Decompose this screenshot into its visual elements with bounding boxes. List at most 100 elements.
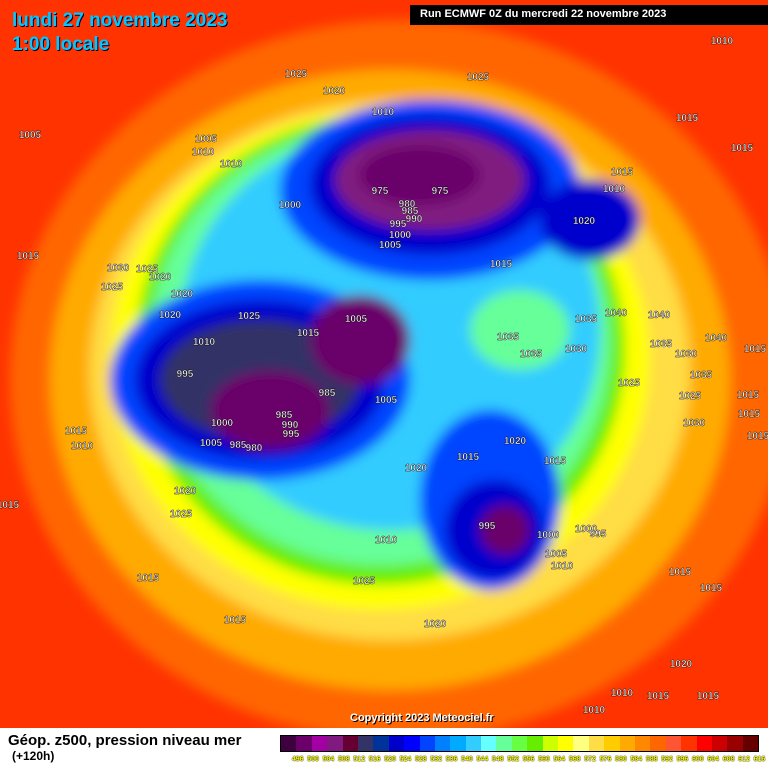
legend-swatch bbox=[388, 736, 405, 751]
isobar-label: 1015 bbox=[297, 328, 320, 339]
isobar-label: 1025 bbox=[618, 378, 641, 389]
isobar-label: 1015 bbox=[697, 691, 720, 702]
legend-swatch bbox=[465, 736, 482, 751]
legend-label: 528 bbox=[414, 756, 427, 763]
isobar-label: 1015 bbox=[65, 426, 88, 437]
isobar-label: 1005 bbox=[19, 130, 42, 141]
isobar-label: 1025 bbox=[238, 311, 261, 322]
isobar-label: 995 bbox=[479, 521, 496, 532]
isobar-label: 1030 bbox=[565, 344, 588, 355]
isobar-label: 1020 bbox=[670, 659, 693, 670]
isobar-label: 1015 bbox=[224, 615, 247, 626]
isobar-label: 1010 bbox=[583, 705, 606, 716]
legend-label: 536 bbox=[445, 756, 458, 763]
legend-swatch bbox=[327, 736, 343, 751]
legend-label: 572 bbox=[584, 756, 596, 763]
isobar-label: 990 bbox=[406, 214, 423, 225]
isobar-label: 1015 bbox=[676, 113, 699, 124]
isobar-label: 1040 bbox=[648, 310, 671, 321]
isobar-label: 1005 bbox=[345, 314, 368, 325]
isobar-label: 1015 bbox=[747, 431, 768, 442]
run-info: Run ECMWF 0Z du mercredi 22 novembre 202… bbox=[410, 5, 768, 25]
isobar-label: 1010 bbox=[551, 561, 574, 572]
isobar-label: 1015 bbox=[611, 167, 634, 178]
isobar-label: 1035 bbox=[520, 349, 543, 360]
isobar-label: 1010 bbox=[603, 184, 626, 195]
legend-label: 604 bbox=[707, 756, 720, 763]
isobar-label: 1040 bbox=[705, 333, 728, 344]
legend-swatch bbox=[342, 736, 358, 751]
legend-label: 588 bbox=[645, 756, 658, 763]
legend-label: 564 bbox=[553, 756, 566, 763]
isobar-label: 1020 bbox=[323, 86, 346, 97]
isobar-label: 1015 bbox=[647, 691, 670, 702]
isobar-label: 990 bbox=[282, 420, 299, 431]
legend-swatch bbox=[573, 736, 589, 751]
isobar-label: 1015 bbox=[0, 500, 20, 511]
isobar-label: 1025 bbox=[136, 264, 159, 275]
isobar-label: 1025 bbox=[679, 391, 702, 402]
isobar-label: 1020 bbox=[405, 463, 428, 474]
isobar-label: 980 bbox=[246, 443, 263, 454]
legend-swatch bbox=[681, 736, 697, 751]
isobar-label: 1015 bbox=[669, 567, 692, 578]
isobar-label: 1015 bbox=[731, 143, 754, 154]
isobar-label: 995 bbox=[590, 529, 607, 540]
legend-swatch bbox=[419, 736, 435, 751]
isobar-label: 985 bbox=[276, 410, 293, 421]
legend-swatch bbox=[665, 736, 682, 751]
legend-swatch bbox=[558, 736, 574, 751]
isobar-label: 1015 bbox=[17, 251, 40, 262]
isobar-label: 975 bbox=[372, 186, 389, 197]
legend-label: 592 bbox=[661, 756, 673, 763]
isobar-label: 1020 bbox=[171, 289, 194, 300]
isobar-label: 1010 bbox=[193, 337, 216, 348]
legend-swatch bbox=[634, 736, 651, 751]
isobar-label: 975 bbox=[432, 186, 449, 197]
legend-label: 532 bbox=[430, 756, 443, 763]
isobar-label: 1015 bbox=[544, 456, 567, 467]
legend-swatch bbox=[296, 736, 312, 751]
isobar-label: 1015 bbox=[737, 390, 760, 401]
isobar-label: 1005 bbox=[195, 134, 218, 145]
isobar-label: 1030 bbox=[107, 263, 130, 274]
isobar-label: 1020 bbox=[149, 272, 172, 283]
legend-label: 544 bbox=[476, 756, 489, 763]
legend-label: 560 bbox=[538, 756, 550, 763]
isobar-label: 1015 bbox=[738, 409, 761, 420]
isobar-label: 1010 bbox=[375, 535, 398, 546]
isobar-label: 1035 bbox=[650, 339, 673, 350]
isobar-label: 1015 bbox=[744, 344, 767, 355]
legend-label: 524 bbox=[399, 756, 412, 763]
isobar-label: 1020 bbox=[424, 619, 447, 630]
legend-swatch bbox=[311, 736, 328, 751]
isobar-label: 1040 bbox=[605, 308, 628, 319]
isobar-label: 1010 bbox=[611, 688, 634, 699]
isobar-label: 995 bbox=[283, 429, 300, 440]
legend-label: 576 bbox=[599, 756, 612, 763]
legend-label: 496 bbox=[291, 756, 304, 763]
isobar-label: 1025 bbox=[467, 72, 490, 83]
footer: Géop. z500, pression niveau mer (+120h) … bbox=[0, 728, 768, 768]
legend-label: 516 bbox=[368, 756, 381, 763]
isobar-label: 1015 bbox=[457, 452, 480, 463]
isobar-label: 1005 bbox=[545, 549, 568, 560]
legend-label: 556 bbox=[522, 756, 535, 763]
legend-swatch bbox=[496, 736, 512, 751]
legend-swatch bbox=[542, 736, 559, 751]
forecast-date: lundi 27 novembre 2023 bbox=[12, 10, 228, 31]
isobar-label: 1015 bbox=[490, 259, 513, 270]
map-title: Géop. z500, pression niveau mer bbox=[8, 732, 242, 749]
legend-swatch bbox=[588, 736, 605, 751]
isobar-label: 1020 bbox=[573, 216, 596, 227]
legend-labels: 496 500 504 508 512 516 520 524 528 532 536 540 544 5… bbox=[290, 756, 767, 763]
isobar-label: 1000 bbox=[279, 200, 302, 211]
isobar-label: 1035 bbox=[497, 332, 520, 343]
legend-swatch bbox=[357, 736, 374, 751]
isobar-label: 1010 bbox=[711, 36, 734, 47]
isobar-label: 1025 bbox=[101, 282, 124, 293]
legend-label: 600 bbox=[692, 756, 704, 763]
legend-swatch bbox=[450, 736, 466, 751]
legend-swatch bbox=[527, 736, 543, 751]
